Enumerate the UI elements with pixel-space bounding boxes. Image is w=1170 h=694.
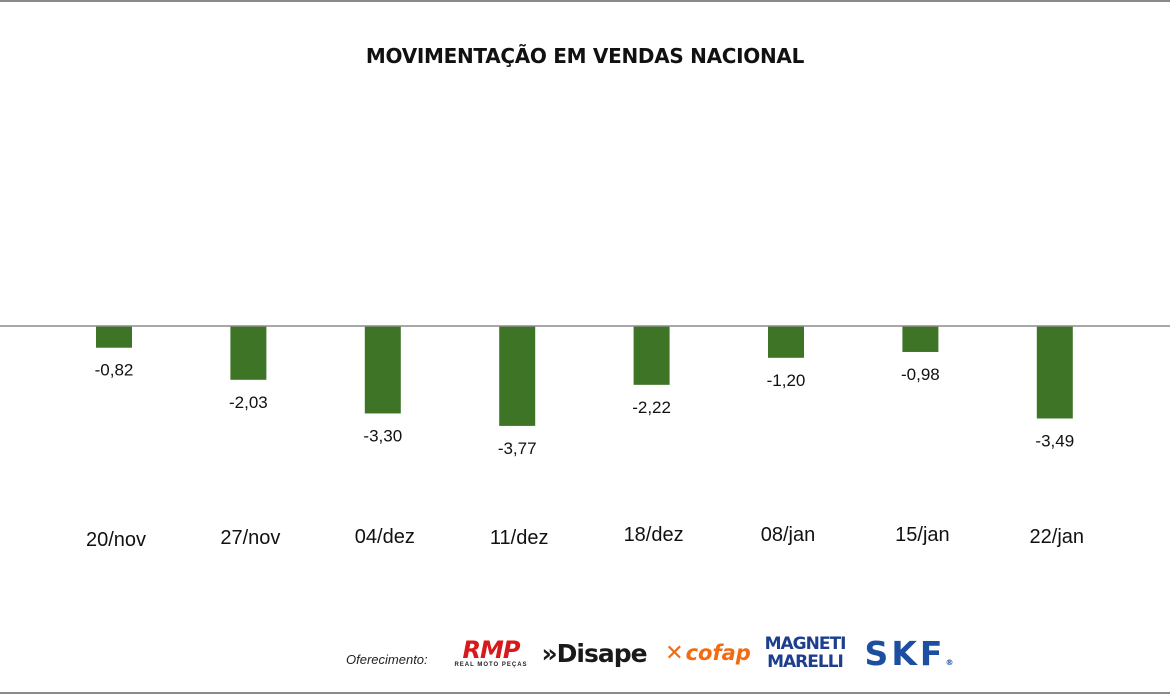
- rmp-logo-subtitle: REAL MOTO PEÇAS: [454, 661, 528, 668]
- bar-18-dez: [633, 326, 670, 385]
- disape-logo-mark: »Disape: [541, 638, 647, 668]
- value-label-15-jan: -0,98: [901, 365, 940, 384]
- category-label-04-dez: 04/dez: [355, 526, 415, 548]
- bars-group: [96, 326, 1073, 426]
- value-label-27-nov: -2,03: [229, 393, 268, 412]
- category-label-08-jan: 08/jan: [761, 524, 816, 546]
- bar-08-jan: [768, 326, 804, 358]
- magneti-logo-line2: MARELLI: [767, 652, 844, 672]
- bar-22-jan: [1036, 326, 1073, 419]
- cofap-logo: ✕ cofap: [658, 632, 758, 674]
- value-label-18-dez: -2,22: [632, 398, 671, 417]
- rmp-logo: RMP REAL MOTO PEÇAS: [448, 632, 534, 674]
- magneti-logo-line1: MAGNETI: [764, 634, 847, 654]
- category-label-27-nov: 27/nov: [220, 527, 280, 549]
- bar-04-dez: [364, 326, 401, 414]
- bar-20-nov: [96, 326, 132, 348]
- disape-logo: »Disape: [541, 632, 647, 674]
- category-label-15-jan: 15/jan: [895, 524, 950, 546]
- value-label-08-jan: -1,20: [767, 371, 806, 390]
- cofap-x-icon: ✕: [665, 640, 684, 666]
- value-label-11-dez: -3,77: [498, 439, 537, 458]
- category-label-18-dez: 18/dez: [624, 524, 684, 546]
- bar-15-jan: [902, 326, 939, 352]
- chart-title: MOVIMENTAÇÃO EM VENDAS NACIONAL: [365, 44, 805, 68]
- category-label-22-jan: 22/jan: [1030, 526, 1085, 548]
- skf-registered-mark: ®: [945, 657, 954, 667]
- value-label-04-dez: -3,30: [363, 426, 402, 445]
- value-label-22-jan: -3,49: [1035, 431, 1074, 450]
- value-label-20-nov: -0,82: [95, 361, 134, 380]
- category-labels-group: 20/nov 27/nov 04/dez 11/dez 18/dez 08/jan 15/j…: [86, 524, 1085, 551]
- rmp-logo-mark: RMP: [462, 635, 521, 664]
- skf-logo: SKF ®: [852, 632, 966, 674]
- category-label-11-dez: 11/dez: [490, 527, 549, 549]
- bar-11-dez: [499, 326, 536, 426]
- category-label-20-nov: 20/nov: [86, 529, 146, 551]
- sponsor-label: Oferecimento:: [346, 652, 428, 667]
- skf-logo-mark: SKF: [864, 633, 946, 673]
- bar-27-nov: [230, 326, 267, 380]
- cofap-logo-mark: cofap: [685, 641, 751, 665]
- value-labels-group: -0,82 -2,03 -3,30 -3,77 -2,22 -1,20 -0,98 -3,49…: [95, 361, 1075, 458]
- magneti-marelli-logo: MAGNETI MARELLI: [764, 632, 847, 674]
